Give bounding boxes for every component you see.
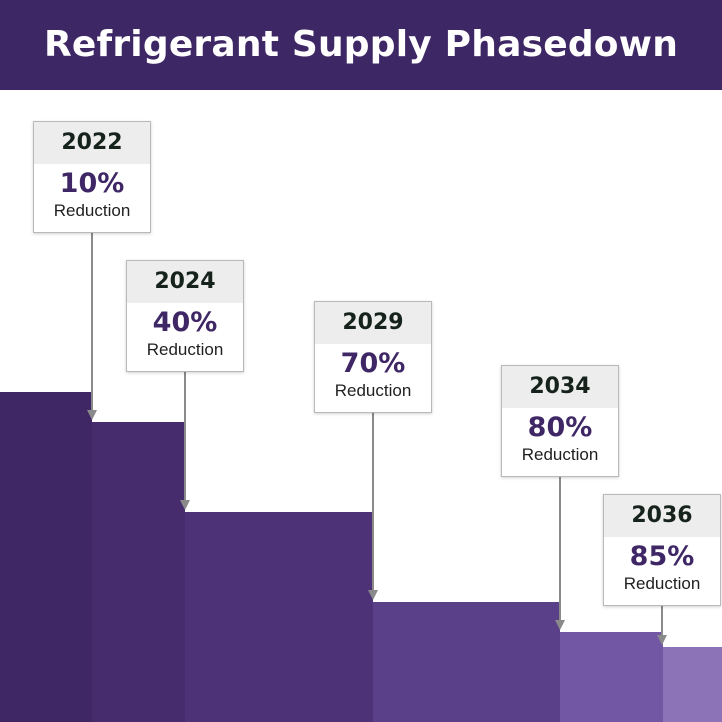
callout-year-label: 2029: [315, 302, 431, 344]
step-bar-2022: [92, 422, 185, 722]
callout-reduction-value: 10%: [59, 168, 125, 199]
callout-year-label: 2022: [34, 122, 150, 164]
callout-year-label: 2036: [604, 495, 720, 537]
step-bar-2024: [185, 512, 373, 722]
callout-year-label: 2024: [127, 261, 243, 303]
callout-reduction-value: 70%: [340, 348, 406, 379]
chart-title: Refrigerant Supply Phasedown: [43, 24, 679, 65]
callout-2034: 2034 80% Reduction: [501, 365, 619, 477]
callout-reduction-value: 80%: [527, 412, 593, 443]
callout-2022: 2022 10% Reduction: [33, 121, 151, 233]
callout-year-label: 2034: [502, 366, 618, 408]
step-bar-2034: [560, 632, 663, 722]
callout-reduction-value: 40%: [152, 307, 218, 338]
step-bar-baseline: [0, 392, 92, 722]
callout-2024: 2024 40% Reduction: [126, 260, 244, 372]
callout-reduction-caption: Reduction: [334, 381, 412, 400]
title-banner: Refrigerant Supply Phasedown: [0, 0, 722, 90]
callout-reduction-caption: Reduction: [623, 574, 701, 593]
callout-arrowhead-2034: [555, 620, 565, 630]
callout-2036: 2036 85% Reduction: [603, 494, 721, 606]
step-bar-2036: [663, 647, 722, 722]
callout-arrowhead-2024: [180, 500, 190, 510]
callout-arrowhead-2036: [657, 635, 667, 645]
callout-reduction-caption: Reduction: [53, 201, 131, 220]
callout-2029: 2029 70% Reduction: [314, 301, 432, 413]
callout-arrowhead-2029: [368, 590, 378, 600]
callout-reduction-value: 85%: [629, 541, 695, 572]
callout-reduction-caption: Reduction: [146, 340, 224, 359]
step-bar-2029: [373, 602, 560, 722]
callout-reduction-caption: Reduction: [521, 445, 599, 464]
callout-arrowhead-2022: [87, 410, 97, 420]
